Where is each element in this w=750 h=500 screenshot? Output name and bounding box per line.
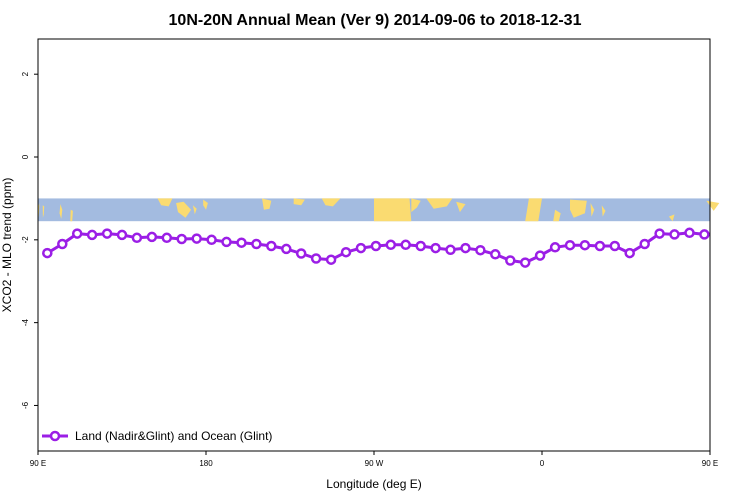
y-tick-label: 0 <box>21 154 30 159</box>
map-land <box>426 198 453 209</box>
map-land <box>70 209 73 222</box>
chart-title: 10N-20N Annual Mean (Ver 9) 2014-09-06 t… <box>169 12 582 29</box>
data-point <box>564 239 576 251</box>
data-point <box>206 234 217 246</box>
data-point <box>116 229 128 241</box>
data-point <box>295 248 307 259</box>
map-land <box>456 201 466 213</box>
data-point <box>370 240 382 252</box>
data-point <box>430 242 441 254</box>
data-point <box>131 232 143 244</box>
data-point <box>490 249 501 260</box>
data-point <box>594 240 606 252</box>
map-land <box>42 205 45 218</box>
map-land <box>262 198 272 210</box>
data-point <box>445 244 456 256</box>
data-point <box>519 257 531 268</box>
x-axis-label: Longitude (deg E) <box>326 477 421 491</box>
data-point <box>325 254 337 265</box>
data-point <box>42 247 53 259</box>
map-land <box>203 199 208 210</box>
data-point <box>654 228 665 239</box>
map-land <box>59 204 63 219</box>
data-point <box>221 236 232 248</box>
data-point <box>549 242 561 253</box>
map-land <box>192 205 197 215</box>
data-point <box>579 239 591 251</box>
data-point <box>266 240 277 252</box>
data-point <box>609 240 621 252</box>
x-tick-label: 90 E <box>702 459 718 468</box>
data-point <box>699 229 710 240</box>
data-point <box>191 233 202 244</box>
map-land <box>176 201 192 218</box>
data-point <box>534 250 546 261</box>
x-tick-label: 90 W <box>365 459 384 468</box>
y-axis-label: XCO2 - MLO trend (ppm) <box>0 178 14 313</box>
map-land <box>411 198 421 213</box>
data-point <box>57 238 68 250</box>
data-point <box>146 231 158 243</box>
data-point <box>415 240 426 252</box>
map-land <box>570 199 587 218</box>
data-point <box>639 238 650 250</box>
legend-point-marker <box>49 430 61 442</box>
data-point <box>669 229 680 240</box>
map-land <box>601 205 606 217</box>
data-point <box>161 232 173 244</box>
data-point <box>86 229 98 241</box>
y-tick-label: 2 <box>21 71 30 76</box>
data-point <box>236 237 247 248</box>
axes: 90 E 180 90 W 0 90 E 2 0 -2 -4 -6 <box>21 71 718 468</box>
data-point <box>281 243 292 255</box>
data-point <box>505 255 516 266</box>
data-point <box>101 228 113 239</box>
map-land <box>590 203 595 217</box>
map-land <box>374 198 412 222</box>
map-land <box>525 198 542 222</box>
data-point <box>71 228 83 239</box>
data-point <box>251 238 262 250</box>
data-point <box>684 227 695 239</box>
data-point <box>355 242 367 254</box>
map-land <box>553 209 561 222</box>
legend-label: Land (Nadir&Glint) and Ocean (Glint) <box>75 429 272 443</box>
data-point <box>475 244 486 256</box>
map-land <box>321 198 341 207</box>
series-group <box>42 227 710 268</box>
data-point <box>460 242 471 254</box>
y-tick-label: -2 <box>21 236 30 244</box>
world-map-strip <box>38 198 720 222</box>
x-tick-label: 90 E <box>30 459 46 468</box>
data-point <box>400 239 411 251</box>
data-point <box>624 247 635 259</box>
data-point <box>310 253 322 264</box>
map-land <box>157 198 173 207</box>
map-land <box>293 198 305 206</box>
y-tick-label: -6 <box>21 401 30 409</box>
legend: Land (Nadir&Glint) and Ocean (Glint) <box>42 429 272 443</box>
map-land <box>668 214 675 222</box>
data-point <box>176 233 187 245</box>
x-tick-label: 180 <box>199 459 213 468</box>
data-point <box>385 239 397 251</box>
x-tick-label: 0 <box>540 459 545 468</box>
y-tick-label: -4 <box>21 319 30 327</box>
data-point <box>340 246 352 258</box>
